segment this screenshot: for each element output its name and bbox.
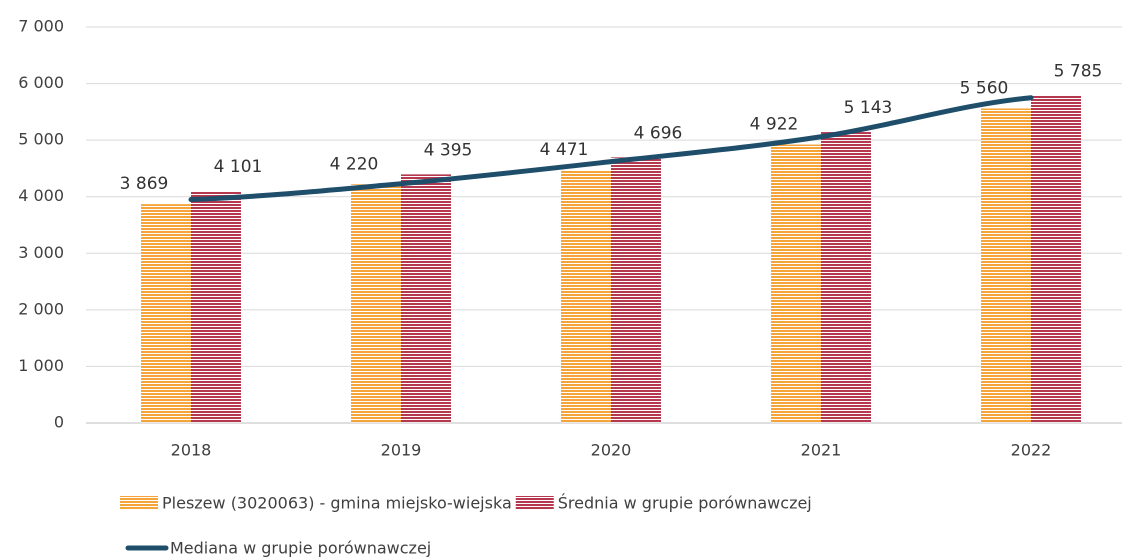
y-tick-label: 6 000 bbox=[18, 73, 64, 92]
legend-swatch bbox=[120, 496, 158, 510]
x-tick-label: 2018 bbox=[171, 441, 212, 460]
bar bbox=[981, 108, 1031, 423]
bar bbox=[561, 170, 611, 423]
bar bbox=[1031, 95, 1081, 423]
value-label: 4 471 bbox=[540, 140, 589, 160]
legend-label: Pleszew (3020063) - gmina miejsko-wiejsk… bbox=[162, 494, 512, 513]
bar bbox=[821, 132, 871, 423]
value-label: 5 560 bbox=[960, 78, 1009, 98]
value-label: 5 785 bbox=[1054, 62, 1103, 82]
y-tick-label: 7 000 bbox=[18, 17, 64, 36]
value-label: 4 922 bbox=[750, 115, 799, 135]
x-tick-label: 2022 bbox=[1011, 441, 1052, 460]
value-label: 5 143 bbox=[844, 98, 893, 118]
x-tick-label: 2021 bbox=[801, 441, 842, 460]
value-label: 4 395 bbox=[424, 140, 473, 160]
bar bbox=[401, 174, 451, 423]
legend-swatch bbox=[515, 496, 554, 510]
value-label: 4 220 bbox=[330, 154, 379, 174]
value-label: 4 101 bbox=[214, 157, 263, 177]
y-tick-label: 3 000 bbox=[18, 243, 64, 262]
value-label: 3 869 bbox=[120, 174, 169, 194]
legend-label: Średnia w grupie porównawczej bbox=[558, 494, 812, 513]
bar bbox=[351, 184, 401, 423]
y-tick-label: 0 bbox=[54, 413, 64, 432]
y-tick-label: 2 000 bbox=[18, 299, 64, 318]
y-tick-label: 1 000 bbox=[18, 356, 64, 375]
x-tick-label: 2019 bbox=[381, 441, 422, 460]
y-tick-label: 5 000 bbox=[18, 130, 64, 149]
legend-label: Mediana w grupie porównawczej bbox=[170, 539, 431, 557]
bar bbox=[611, 157, 661, 423]
value-label: 4 696 bbox=[634, 123, 683, 143]
x-tick-label: 2020 bbox=[591, 441, 632, 460]
bar bbox=[191, 191, 241, 423]
y-tick-label: 4 000 bbox=[18, 186, 64, 205]
median-line bbox=[188, 95, 1034, 203]
bar bbox=[771, 144, 821, 424]
bar bbox=[141, 204, 191, 423]
